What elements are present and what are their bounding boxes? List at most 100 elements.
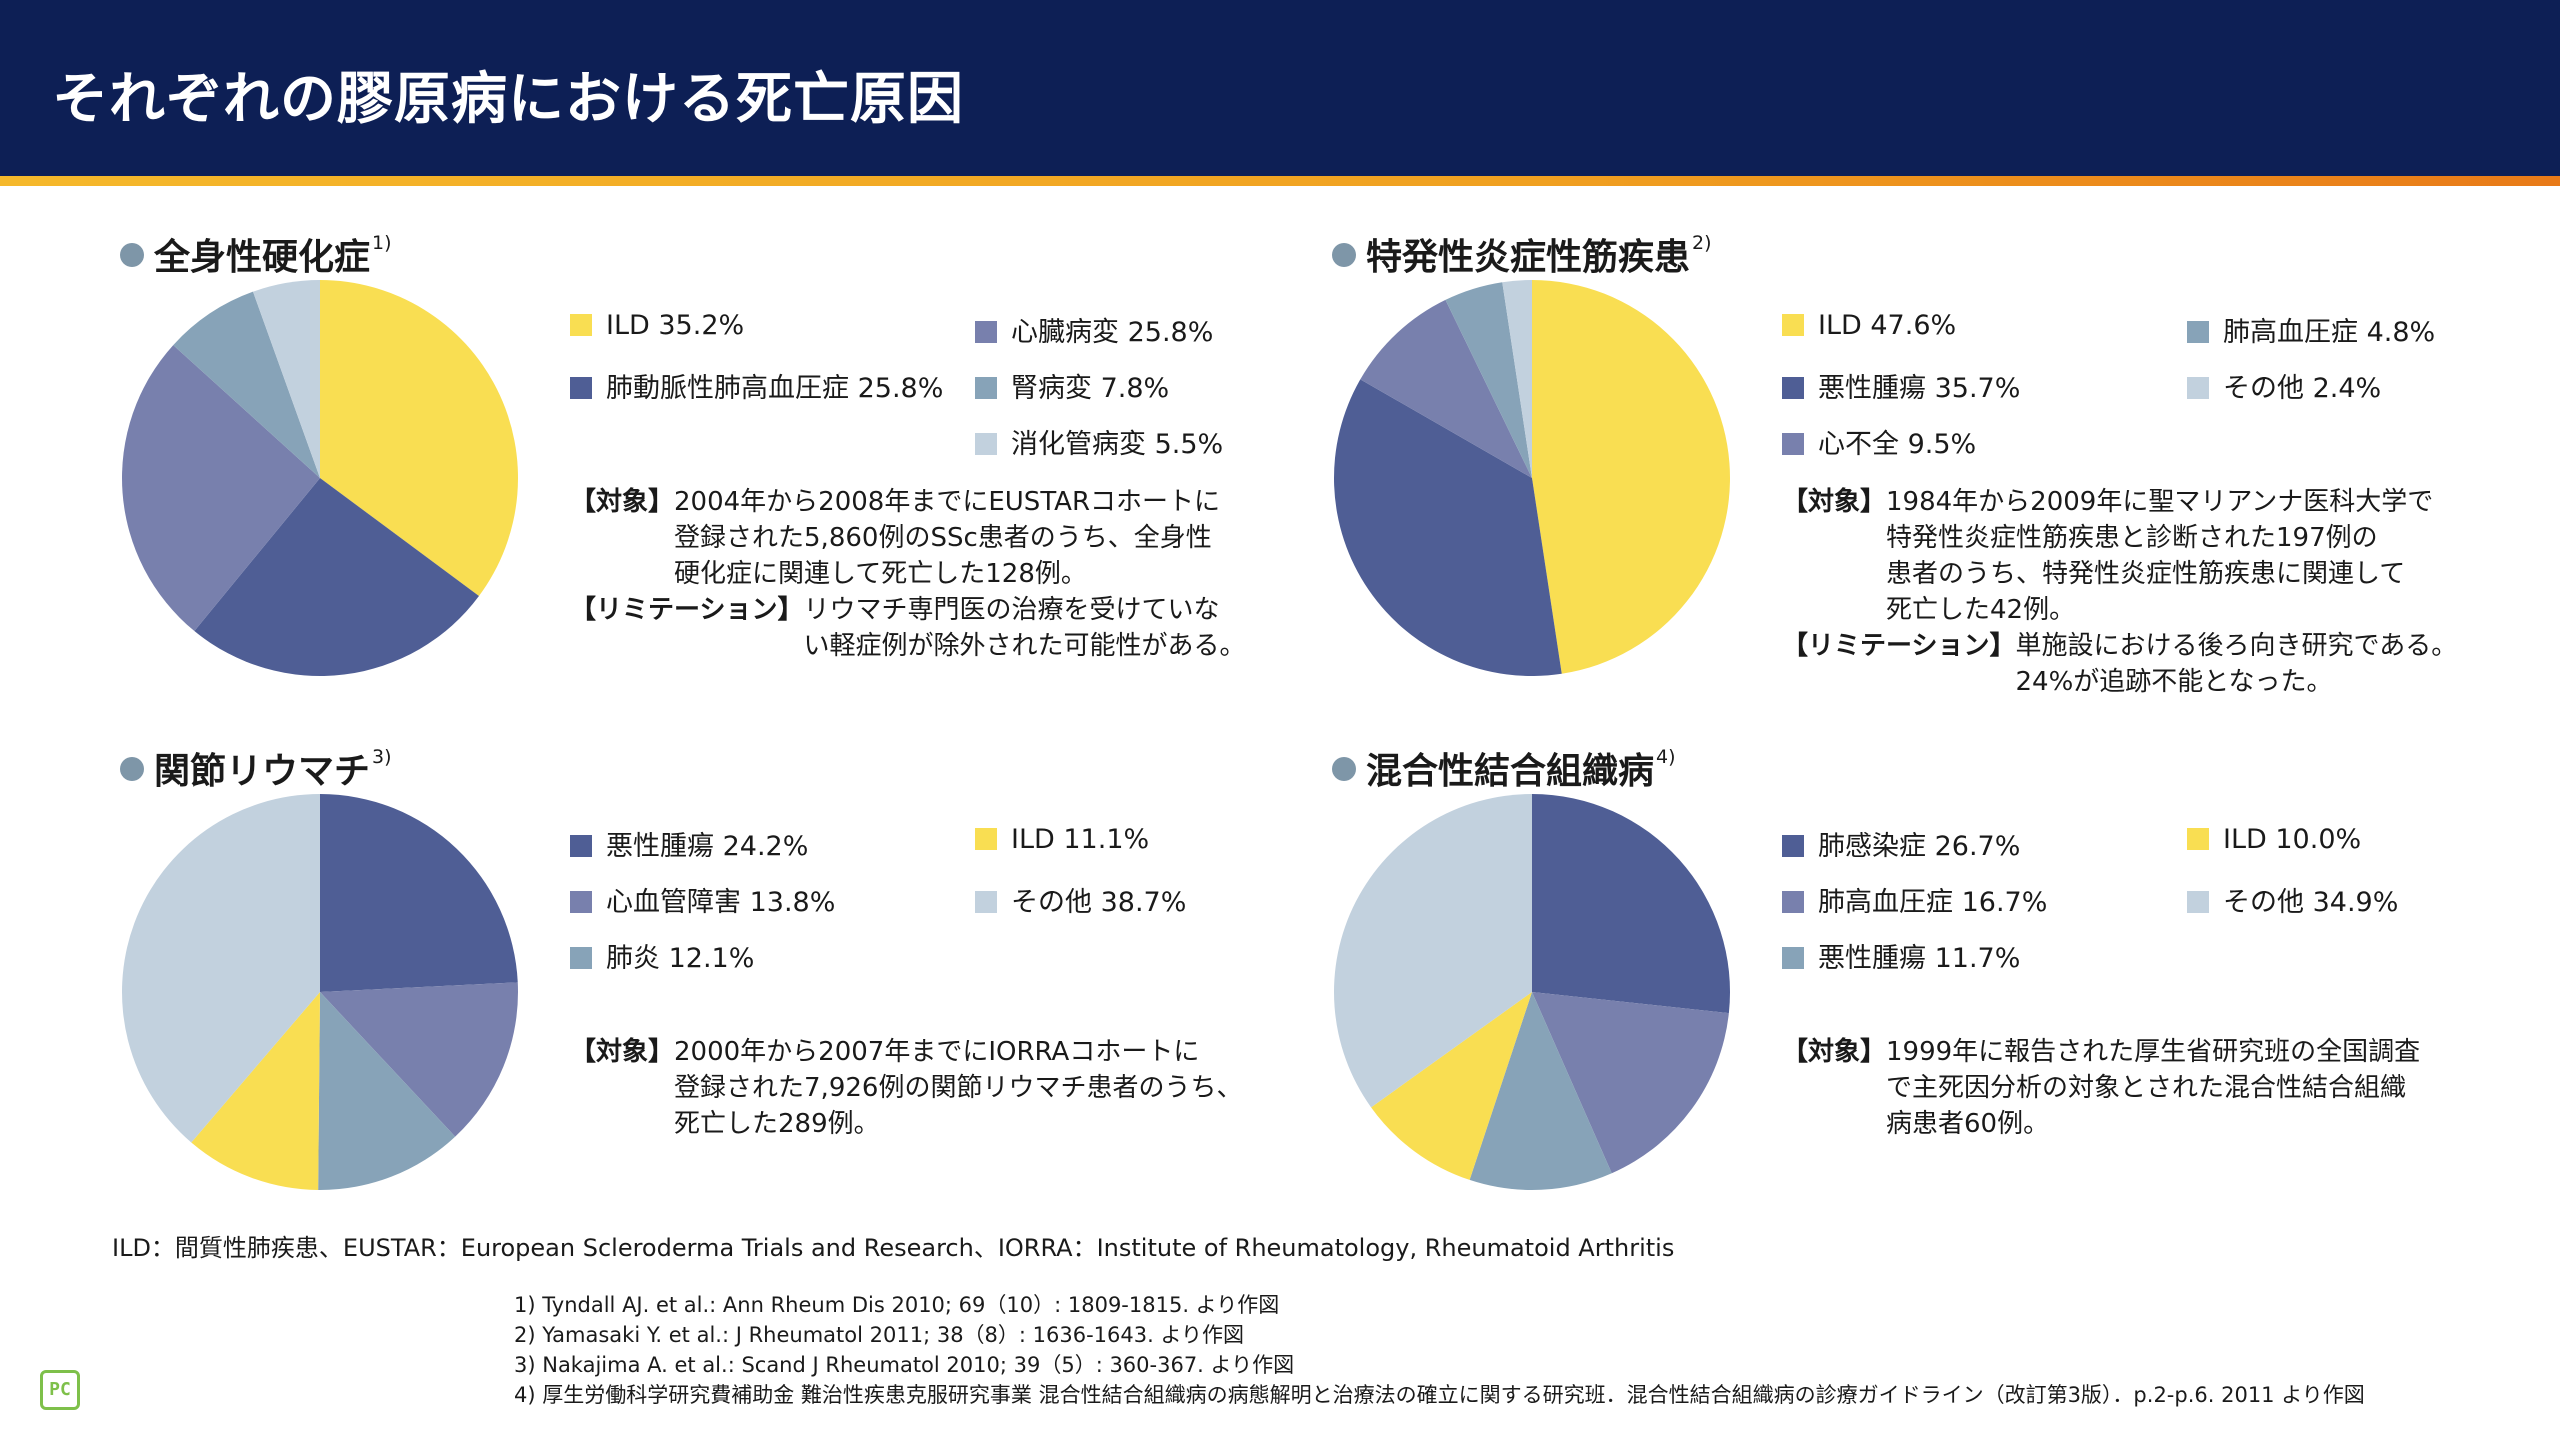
panel-title: 混合性結合組織病 4) bbox=[1332, 742, 1676, 794]
legend-item: 心臓病変 25.8% bbox=[975, 310, 1213, 349]
study-notes: 【対象】 2000年から2007年までにIORRAコホートに 登録された7,926… bbox=[570, 1034, 1290, 1142]
header-bar: それぞれの膠原病における死亡原因 bbox=[0, 0, 2560, 176]
legend-swatch bbox=[1782, 377, 1804, 399]
pie-chart bbox=[1334, 280, 1730, 676]
legend-item: 肺動脈性肺高血圧症 25.8% bbox=[570, 366, 943, 405]
pie-slice-3 bbox=[318, 992, 456, 1190]
legend-item: 悪性腫瘍 11.7% bbox=[1782, 936, 2020, 975]
reference-marker: 2) bbox=[1692, 232, 1712, 254]
pie-slice-5 bbox=[121, 794, 320, 1143]
legend-swatch bbox=[570, 891, 592, 913]
legend-item: ILD 35.2% bbox=[570, 310, 744, 341]
legend-item: ILD 11.1% bbox=[975, 824, 1149, 855]
pie-slice-1 bbox=[1532, 794, 1730, 1014]
legend-item: 肺感染症 26.7% bbox=[1782, 824, 2020, 863]
abbreviation-footnote: ILD：間質性肺疾患、EUSTAR：European Scleroderma T… bbox=[112, 1234, 1675, 1262]
header-accent-stripe bbox=[0, 176, 2560, 186]
note-subject: 【対象】 2000年から2007年までにIORRAコホートに 登録された7,926… bbox=[570, 1037, 1243, 1139]
legend-swatch bbox=[2187, 377, 2209, 399]
legend-swatch bbox=[975, 321, 997, 343]
panel-title: 特発性炎症性筋疾患 2) bbox=[1332, 228, 1712, 280]
study-notes: 【対象】 1984年から2009年に聖マリアンナ医科大学で 特発性炎症性筋疾患と診… bbox=[1782, 484, 2502, 700]
panel-systemic-sclerosis: 全身性硬化症 1) ILD 35.2% 心臓病変 25.8% 肺動脈性肺高血圧症 … bbox=[120, 228, 1320, 708]
legend-item: 肺炎 12.1% bbox=[570, 936, 754, 975]
legend-swatch bbox=[2187, 321, 2209, 343]
reference-item: 2) Yamasaki Y. et al.: J Rheumatol 2011;… bbox=[514, 1323, 1245, 1347]
pie-slice-4 bbox=[173, 291, 320, 478]
brand-logo: PC bbox=[40, 1370, 80, 1410]
panel-mixed-connective-tissue-disease: 混合性結合組織病 4) 肺感染症 26.7% ILD 10.0% 肺高血圧症 16… bbox=[1332, 742, 2532, 1222]
legend-item: 消化管病変 5.5% bbox=[975, 422, 1223, 461]
reference-marker: 3) bbox=[372, 746, 392, 768]
pie-slice-2 bbox=[1532, 992, 1729, 1174]
pie-chart bbox=[1334, 794, 1730, 1190]
reference-item: 1) Tyndall AJ. et al.: Ann Rheum Dis 201… bbox=[514, 1293, 1280, 1317]
chart-legend: ILD 47.6% 肺高血圧症 4.8% 悪性腫瘍 35.7% その他 2.4%… bbox=[1782, 310, 2502, 480]
legend-item: 心血管障害 13.8% bbox=[570, 880, 835, 919]
pie-slice-2 bbox=[1334, 379, 1562, 676]
legend-swatch bbox=[1782, 947, 1804, 969]
pie-slice-4 bbox=[1445, 282, 1532, 478]
panel-title: 関節リウマチ 3) bbox=[120, 742, 392, 794]
legend-swatch bbox=[570, 835, 592, 857]
legend-swatch bbox=[1782, 314, 1804, 336]
note-subject: 【対象】 1999年に報告された厚生省研究班の全国調査 で主死因分析の対象とされた… bbox=[1782, 1037, 2421, 1139]
legend-swatch bbox=[1782, 835, 1804, 857]
legend-swatch bbox=[975, 433, 997, 455]
pie-slice-5 bbox=[252, 280, 320, 478]
legend-item: 肺高血圧症 4.8% bbox=[2187, 310, 2435, 349]
pie-slice-3 bbox=[121, 345, 320, 632]
legend-swatch bbox=[975, 891, 997, 913]
legend-item: 肺高血圧症 16.7% bbox=[1782, 880, 2047, 919]
reference-list: 1) Tyndall AJ. et al.: Ann Rheum Dis 201… bbox=[514, 1290, 2365, 1410]
reference-item: 4) 厚生労働科学研究費補助金 難治性疾患克服研究事業 混合性結合組織病の病態解… bbox=[514, 1383, 2365, 1407]
legend-item: 悪性腫瘍 35.7% bbox=[1782, 366, 2020, 405]
reference-item: 3) Nakajima A. et al.: Scand J Rheumatol… bbox=[514, 1353, 1295, 1377]
bullet-dot-icon bbox=[120, 757, 144, 781]
panel-rheumatoid-arthritis: 関節リウマチ 3) 悪性腫瘍 24.2% ILD 11.1% 心血管障害 13.8… bbox=[120, 742, 1320, 1222]
legend-item: ILD 47.6% bbox=[1782, 310, 1956, 341]
note-subject: 【対象】 2004年から2008年までにEUSTARコホートに 登録された5,86… bbox=[570, 487, 1221, 589]
chart-legend: 肺感染症 26.7% ILD 10.0% 肺高血圧症 16.7% その他 34.… bbox=[1782, 824, 2502, 994]
legend-swatch bbox=[1782, 891, 1804, 913]
study-notes: 【対象】 2004年から2008年までにEUSTARコホートに 登録された5,86… bbox=[570, 484, 1290, 664]
pie-chart bbox=[121, 280, 518, 676]
legend-swatch bbox=[570, 314, 592, 336]
legend-swatch bbox=[975, 377, 997, 399]
pie-slice-1 bbox=[320, 280, 518, 597]
pie-slice-4 bbox=[1371, 992, 1532, 1180]
panel-idiopathic-inflammatory-myopathy: 特発性炎症性筋疾患 2) ILD 47.6% 肺高血圧症 4.8% 悪性腫瘍 35… bbox=[1332, 228, 2532, 708]
chart-legend: 悪性腫瘍 24.2% ILD 11.1% 心血管障害 13.8% その他 38.… bbox=[570, 824, 1290, 994]
legend-item: その他 38.7% bbox=[975, 880, 1186, 919]
pie-slice-3 bbox=[1360, 299, 1532, 478]
bullet-dot-icon bbox=[120, 243, 144, 267]
note-limitation: 【リミテーション】 リウマチ専門医の治療を受けていな い軽症例が除外された可能性が… bbox=[570, 595, 1246, 661]
legend-swatch bbox=[975, 828, 997, 850]
pie-slice-2 bbox=[194, 478, 479, 676]
note-limitation: 【リミテーション】 単施設における後ろ向き研究である。 24%が追跡不能となった。 bbox=[1782, 631, 2458, 697]
bullet-dot-icon bbox=[1332, 243, 1356, 267]
pie-slice-1 bbox=[1532, 280, 1730, 674]
pie-slice-1 bbox=[320, 794, 518, 992]
pie-chart bbox=[121, 794, 518, 1190]
legend-item: ILD 10.0% bbox=[2187, 824, 2361, 855]
legend-item: 心不全 9.5% bbox=[1782, 422, 1976, 461]
panel-title: 全身性硬化症 1) bbox=[120, 228, 392, 280]
chart-legend: ILD 35.2% 心臓病変 25.8% 肺動脈性肺高血圧症 25.8% 腎病変… bbox=[570, 310, 1290, 480]
reference-marker: 4) bbox=[1656, 746, 1676, 768]
legend-swatch bbox=[2187, 891, 2209, 913]
legend-swatch bbox=[1782, 433, 1804, 455]
legend-swatch bbox=[570, 947, 592, 969]
legend-item: 悪性腫瘍 24.2% bbox=[570, 824, 808, 863]
pie-slice-3 bbox=[1469, 992, 1612, 1190]
legend-swatch bbox=[570, 377, 592, 399]
pie-slice-2 bbox=[320, 982, 518, 1137]
reference-marker: 1) bbox=[372, 232, 392, 254]
note-subject: 【対象】 1984年から2009年に聖マリアンナ医科大学で 特発性炎症性筋疾患と診… bbox=[1782, 487, 2434, 625]
legend-item: その他 2.4% bbox=[2187, 366, 2381, 405]
legend-item: その他 34.9% bbox=[2187, 880, 2398, 919]
pie-slice-5 bbox=[1334, 794, 1532, 1108]
bullet-dot-icon bbox=[1332, 757, 1356, 781]
study-notes: 【対象】 1999年に報告された厚生省研究班の全国調査 で主死因分析の対象とされた… bbox=[1782, 1034, 2502, 1142]
legend-item: 腎病変 7.8% bbox=[975, 366, 1169, 405]
